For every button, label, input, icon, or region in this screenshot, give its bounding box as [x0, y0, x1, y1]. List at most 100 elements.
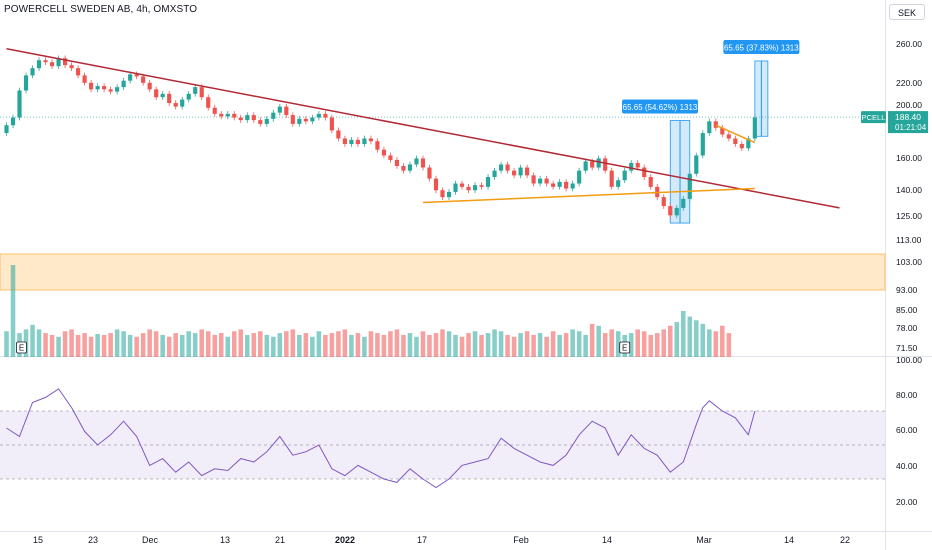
time-axis-label: 14	[602, 535, 612, 545]
candle	[225, 113, 230, 117]
rsi-band	[0, 411, 885, 479]
candle	[518, 167, 523, 176]
candle	[388, 155, 393, 160]
volume-bar	[303, 333, 309, 357]
candle	[648, 176, 653, 187]
candle	[616, 180, 621, 187]
candle	[459, 183, 465, 187]
time-axis-label: 22	[840, 535, 850, 545]
volume-bar	[225, 336, 231, 357]
candle	[557, 181, 562, 187]
volume-bar	[290, 329, 296, 357]
volume-bar	[446, 331, 452, 357]
volume-bar	[674, 322, 680, 357]
downtrend-line[interactable]	[6, 48, 840, 209]
candle	[10, 117, 16, 126]
price-label-box	[888, 111, 928, 134]
currency-button[interactable]: SEK	[889, 4, 925, 20]
candle	[62, 58, 68, 66]
support-line[interactable]	[422, 187, 755, 204]
volume-bar	[511, 336, 517, 357]
symbol-label: PCELL	[862, 113, 886, 122]
volume-bar	[466, 333, 471, 357]
candle	[414, 158, 419, 165]
time-axis-label: 2022	[335, 535, 355, 545]
candle	[466, 186, 471, 191]
volume-bar	[264, 334, 270, 357]
candle	[49, 62, 55, 67]
candle	[355, 139, 360, 145]
volume-bar	[694, 320, 699, 357]
candle	[596, 158, 601, 168]
candle	[739, 144, 744, 149]
volume-bar	[576, 331, 582, 357]
volume-bar	[127, 334, 133, 357]
candle	[590, 161, 595, 168]
volume-bar	[10, 265, 16, 357]
candle	[147, 82, 152, 90]
candle	[453, 183, 458, 192]
volume-bar	[245, 334, 250, 357]
volume-bar	[700, 323, 706, 357]
candle	[56, 58, 61, 67]
volume-bar	[635, 329, 640, 357]
volume-bar	[56, 336, 61, 357]
candle	[687, 173, 692, 199]
measure-label: 65.65 (54.62%) 1313	[623, 103, 698, 112]
candle	[108, 89, 113, 92]
measure-label: 65.65 (37.83%) 1313	[724, 43, 799, 52]
candle	[368, 138, 374, 142]
candle	[668, 206, 673, 216]
volume-bar	[205, 331, 211, 357]
volume-bar	[95, 334, 100, 357]
rsi-line	[6, 388, 756, 489]
volume-bar	[518, 333, 523, 357]
volume-bar	[687, 316, 693, 357]
candle	[245, 115, 250, 121]
volume-bar	[271, 336, 276, 357]
volume-bar	[505, 334, 510, 357]
volume-bar	[544, 336, 549, 357]
candle	[427, 167, 432, 179]
earnings-marker[interactable]	[619, 341, 631, 354]
volume-bar	[453, 334, 458, 357]
volume-bar	[62, 331, 68, 357]
candle	[82, 75, 87, 83]
candle	[154, 89, 159, 98]
volume-bar	[160, 334, 165, 357]
volume-bar	[36, 329, 42, 357]
last-price-label: 188.40	[895, 112, 921, 122]
volume-bar	[69, 329, 74, 357]
candle	[251, 115, 256, 121]
volume-bar	[381, 334, 387, 357]
volume-bar	[251, 333, 257, 357]
candle	[661, 197, 666, 207]
candle	[401, 165, 406, 171]
volume-bar	[284, 331, 289, 357]
volume-bar	[147, 329, 152, 357]
candle	[303, 118, 308, 122]
candle	[681, 198, 686, 208]
candle	[603, 158, 608, 171]
candle	[583, 161, 588, 171]
candle	[336, 130, 341, 139]
volume-bar	[153, 331, 159, 357]
volume-bar	[583, 334, 588, 357]
volume-bar	[238, 329, 244, 357]
candle	[258, 120, 263, 124]
volume-bar	[485, 333, 491, 357]
candle	[674, 207, 679, 216]
candle	[271, 112, 276, 119]
price-axis-tick: 220.00	[896, 78, 922, 88]
candle	[36, 60, 42, 69]
volume-bar	[609, 329, 614, 357]
price-axis-tick: 160.00	[896, 153, 922, 163]
candle	[316, 113, 321, 118]
candle	[707, 121, 712, 134]
volume-bar	[231, 331, 237, 357]
earnings-marker[interactable]	[16, 341, 27, 354]
support-line[interactable]	[715, 124, 756, 144]
candle	[570, 183, 575, 189]
